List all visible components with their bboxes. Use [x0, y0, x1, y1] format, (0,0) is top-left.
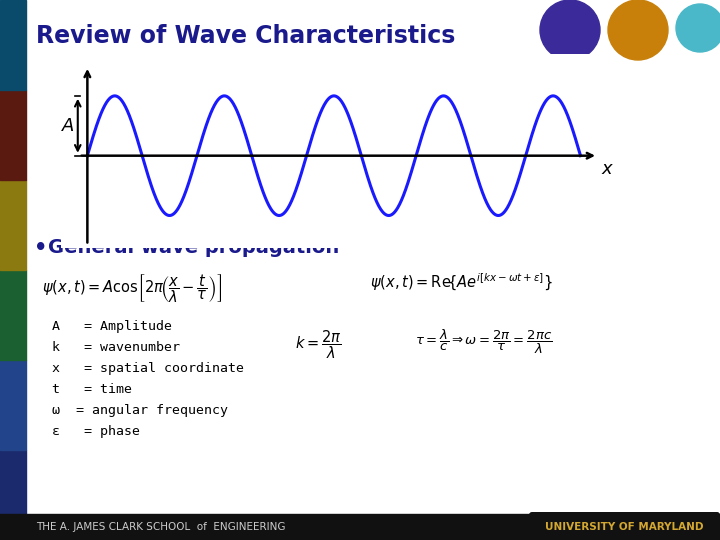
- Circle shape: [676, 4, 720, 52]
- Text: $\psi(x,t)= A\cos\!\left[2\pi\!\left(\dfrac{x}{\lambda}-\dfrac{t}{\tau}\right)\r: $\psi(x,t)= A\cos\!\left[2\pi\!\left(\df…: [42, 272, 222, 305]
- Text: A   = Amplitude: A = Amplitude: [52, 320, 172, 333]
- Text: x   = spatial coordinate: x = spatial coordinate: [52, 362, 244, 375]
- Bar: [0, 514, 720, 540]
- Text: $\psi(x,t)=\mathrm{Re}\!\left\{Ae^{i[kx-\omega t+\varepsilon]}\right\}$: $\psi(x,t)=\mathrm{Re}\!\left\{Ae^{i[kx-…: [370, 272, 553, 293]
- Bar: [0, 450, 26, 540]
- Text: $\tau=\dfrac{\lambda}{c}\Rightarrow\omega=\dfrac{2\pi}{\tau}=\dfrac{2\pi c}{\lam: $\tau=\dfrac{\lambda}{c}\Rightarrow\omeg…: [415, 328, 552, 356]
- Text: $k = \dfrac{2\pi}{\lambda}$: $k = \dfrac{2\pi}{\lambda}$: [295, 328, 342, 361]
- Text: ε   = phase: ε = phase: [52, 425, 140, 438]
- Text: ω  = angular frequency: ω = angular frequency: [52, 404, 228, 417]
- Circle shape: [608, 0, 668, 60]
- Text: THE A. JAMES CLARK SCHOOL  of  ENGINEERING: THE A. JAMES CLARK SCHOOL of ENGINEERING: [36, 522, 286, 532]
- Text: •: •: [34, 238, 48, 258]
- Bar: [0, 270, 26, 360]
- Bar: [0, 180, 26, 270]
- Text: $x$: $x$: [600, 160, 614, 179]
- Bar: [0, 90, 26, 180]
- Circle shape: [540, 0, 600, 60]
- Text: t   = time: t = time: [52, 383, 132, 396]
- Text: k   = wavenumber: k = wavenumber: [52, 341, 180, 354]
- Text: $A$: $A$: [61, 117, 75, 135]
- FancyBboxPatch shape: [529, 512, 720, 540]
- Text: General wave propagation: General wave propagation: [48, 238, 339, 257]
- Bar: [0, 360, 26, 450]
- Text: Review of Wave Characteristics: Review of Wave Characteristics: [36, 24, 455, 48]
- Text: UNIVERSITY OF MARYLAND: UNIVERSITY OF MARYLAND: [545, 522, 703, 532]
- Bar: [0, 0, 26, 90]
